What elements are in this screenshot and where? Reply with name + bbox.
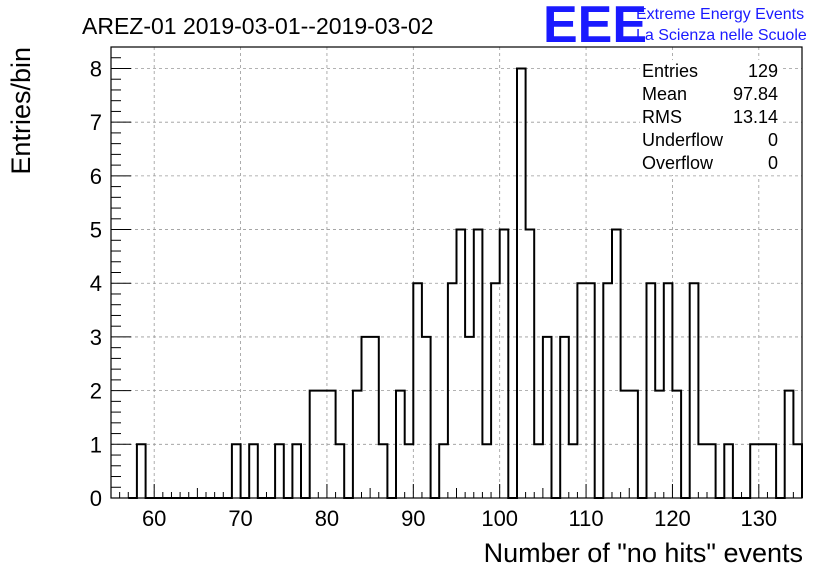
histogram-bin	[534, 444, 543, 498]
x-tick-label: 100	[481, 506, 518, 531]
x-tick-label: 60	[142, 506, 166, 531]
y-tick-label: 8	[90, 56, 102, 81]
histogram-bin	[698, 444, 707, 498]
histogram-bin	[249, 444, 258, 498]
x-tick-label: 120	[654, 506, 691, 531]
histogram-bin	[500, 230, 509, 498]
histogram-bin	[232, 444, 241, 498]
y-tick-label: 0	[90, 486, 102, 511]
histogram-bin	[336, 444, 345, 498]
y-tick-label: 2	[90, 379, 102, 404]
histogram-bin	[759, 444, 768, 498]
histogram-bin	[292, 444, 301, 498]
chart-title: AREZ-01 2019-03-01--2019-03-02	[82, 13, 434, 39]
histogram-bin	[275, 444, 284, 498]
y-tick-label: 3	[90, 325, 102, 350]
histogram-bin	[370, 337, 379, 498]
histogram-bin	[767, 444, 776, 498]
x-tick-label: 90	[401, 506, 425, 531]
grid-lines	[111, 47, 802, 498]
x-tick-label: 110	[569, 506, 604, 531]
logo-line-2: La Scienza nelle Scuole	[636, 27, 807, 44]
y-tick-label: 4	[90, 271, 102, 296]
histogram-bin	[137, 444, 146, 498]
stat-label: Mean	[642, 84, 687, 104]
x-tick-label: 70	[228, 506, 252, 531]
x-tick-label: 130	[740, 506, 777, 531]
histogram-bin	[439, 444, 448, 498]
histogram-outline	[128, 67, 803, 499]
histogram-bin	[474, 230, 483, 498]
x-tick-labels: 60 70 80 90 100 110 120 130	[142, 506, 777, 531]
stats-box: Entries 129 Mean 97.84 RMS 13.14 Underflow 0 Ove…	[640, 60, 782, 175]
histogram-bin	[405, 444, 414, 498]
stat-value: 97.84	[733, 84, 778, 104]
stat-value: 0	[768, 153, 778, 173]
y-tick-label: 6	[90, 164, 102, 189]
histogram-bin	[724, 444, 733, 498]
stat-label: Entries	[642, 61, 698, 81]
x-tick-label: 80	[315, 506, 339, 531]
histogram-bin	[361, 337, 370, 498]
histogram-bin	[543, 337, 552, 498]
y-tick-label: 1	[90, 432, 102, 457]
histogram-bin	[560, 337, 569, 498]
x-axis-label: Number of "no hits" events	[484, 538, 803, 568]
stat-label: RMS	[642, 107, 682, 127]
stat-value: 129	[748, 61, 778, 81]
stats-background	[640, 60, 782, 175]
histogram-bin	[707, 444, 716, 498]
stat-label: Overflow	[642, 153, 714, 173]
histogram-bin	[422, 337, 431, 498]
stat-value: 13.14	[733, 107, 778, 127]
histogram-bin	[612, 230, 621, 498]
stat-value: 0	[768, 130, 778, 150]
y-tick-label: 5	[90, 218, 102, 243]
y-axis-label: Entries/bin	[6, 47, 36, 175]
histogram-bin	[457, 230, 466, 498]
histogram-bin	[482, 444, 491, 498]
histogram-bin	[793, 444, 802, 498]
histogram-bin	[465, 337, 474, 498]
y-tick-labels: 0 1 2 3 4 5 6 7 8	[90, 56, 102, 511]
logo-line-1: Extreme Energy Events	[636, 6, 804, 23]
histogram-bin	[526, 230, 535, 498]
logo-mark: EEE	[543, 0, 647, 54]
stat-label: Underflow	[642, 130, 724, 150]
histogram-bin	[569, 444, 578, 498]
y-tick-label: 7	[90, 110, 102, 135]
histogram-bin	[379, 444, 388, 498]
histogram-bin	[750, 444, 759, 498]
eee-logo: EEE Extreme Energy Events La Scienza nel…	[543, 0, 807, 54]
